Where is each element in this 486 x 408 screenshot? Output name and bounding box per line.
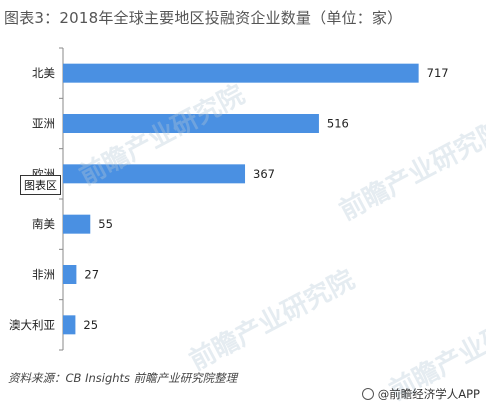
category-label: 南美 (32, 217, 55, 231)
bar (63, 63, 419, 83)
bar (63, 214, 91, 234)
chart-title: 图表3：2018年全球主要地区投融资企业数量（单位：家） (4, 9, 403, 27)
data-label: 27 (84, 268, 99, 282)
data-label: 55 (98, 217, 113, 231)
bar (63, 164, 246, 184)
bar (63, 265, 77, 284)
category-label: 北美 (32, 66, 55, 80)
data-label: 717 (427, 66, 449, 80)
data-label: 367 (253, 167, 275, 181)
bar (63, 114, 319, 133)
brand-logo-icon (361, 388, 374, 400)
category-label: 澳大利亚 (9, 318, 55, 332)
bar (63, 315, 76, 335)
data-label: 25 (83, 318, 98, 332)
source-note: 资料来源：CB Insights 前瞻产业研究院整理 (8, 371, 238, 385)
chart-area-tooltip: 图表区 (20, 175, 61, 195)
category-label: 非洲 (32, 268, 55, 282)
brand-text: @前瞻经济学人APP (377, 387, 480, 401)
category-label: 亚洲 (32, 117, 55, 131)
brand-attribution: @前瞻经济学人APP (361, 386, 480, 402)
data-label: 516 (327, 117, 349, 131)
